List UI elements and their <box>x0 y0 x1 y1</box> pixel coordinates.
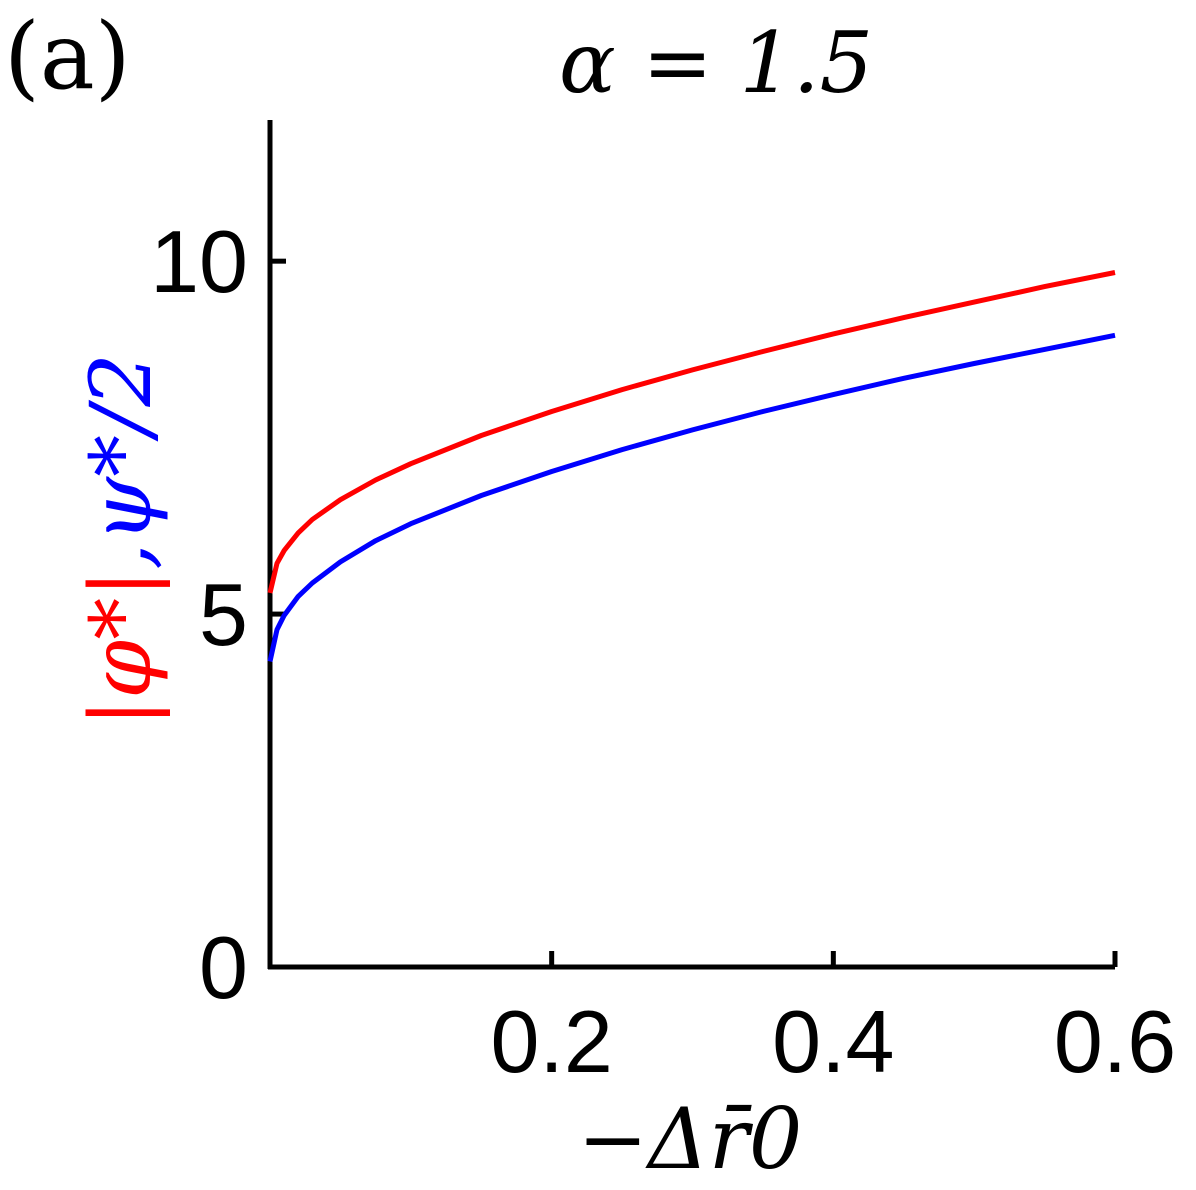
y-tick-label: 10 <box>150 212 248 311</box>
y-tick-label: 5 <box>199 565 248 664</box>
y-axis-label: |φ*|,ψ*/2 <box>72 353 170 727</box>
axes: 0 5 10 0.2 0.4 0.6 <box>150 120 1176 1091</box>
x-tick-label: 0.6 <box>1054 992 1176 1091</box>
panel-label-text: (a) <box>4 3 131 110</box>
y-axis-label-part: ψ*/2 <box>72 353 170 543</box>
series-layer <box>267 270 1116 662</box>
series-line-psi <box>267 332 1116 662</box>
x-tick-label: 0.4 <box>772 992 894 1091</box>
y-axis-label-part: , <box>72 543 170 570</box>
chart-title: α = 1.5 <box>559 14 873 112</box>
svg-text:|φ*|,ψ*/2: |φ*|,ψ*/2 <box>72 353 170 727</box>
x-axis-label: −Δr̄0 <box>578 1090 803 1188</box>
panel-label: (a) <box>4 3 131 110</box>
y-tick-label: 0 <box>199 918 248 1017</box>
y-axis-label-part: |φ*| <box>72 569 170 726</box>
series-line-phi <box>267 270 1116 594</box>
x-tick-label: 0.2 <box>490 992 612 1091</box>
